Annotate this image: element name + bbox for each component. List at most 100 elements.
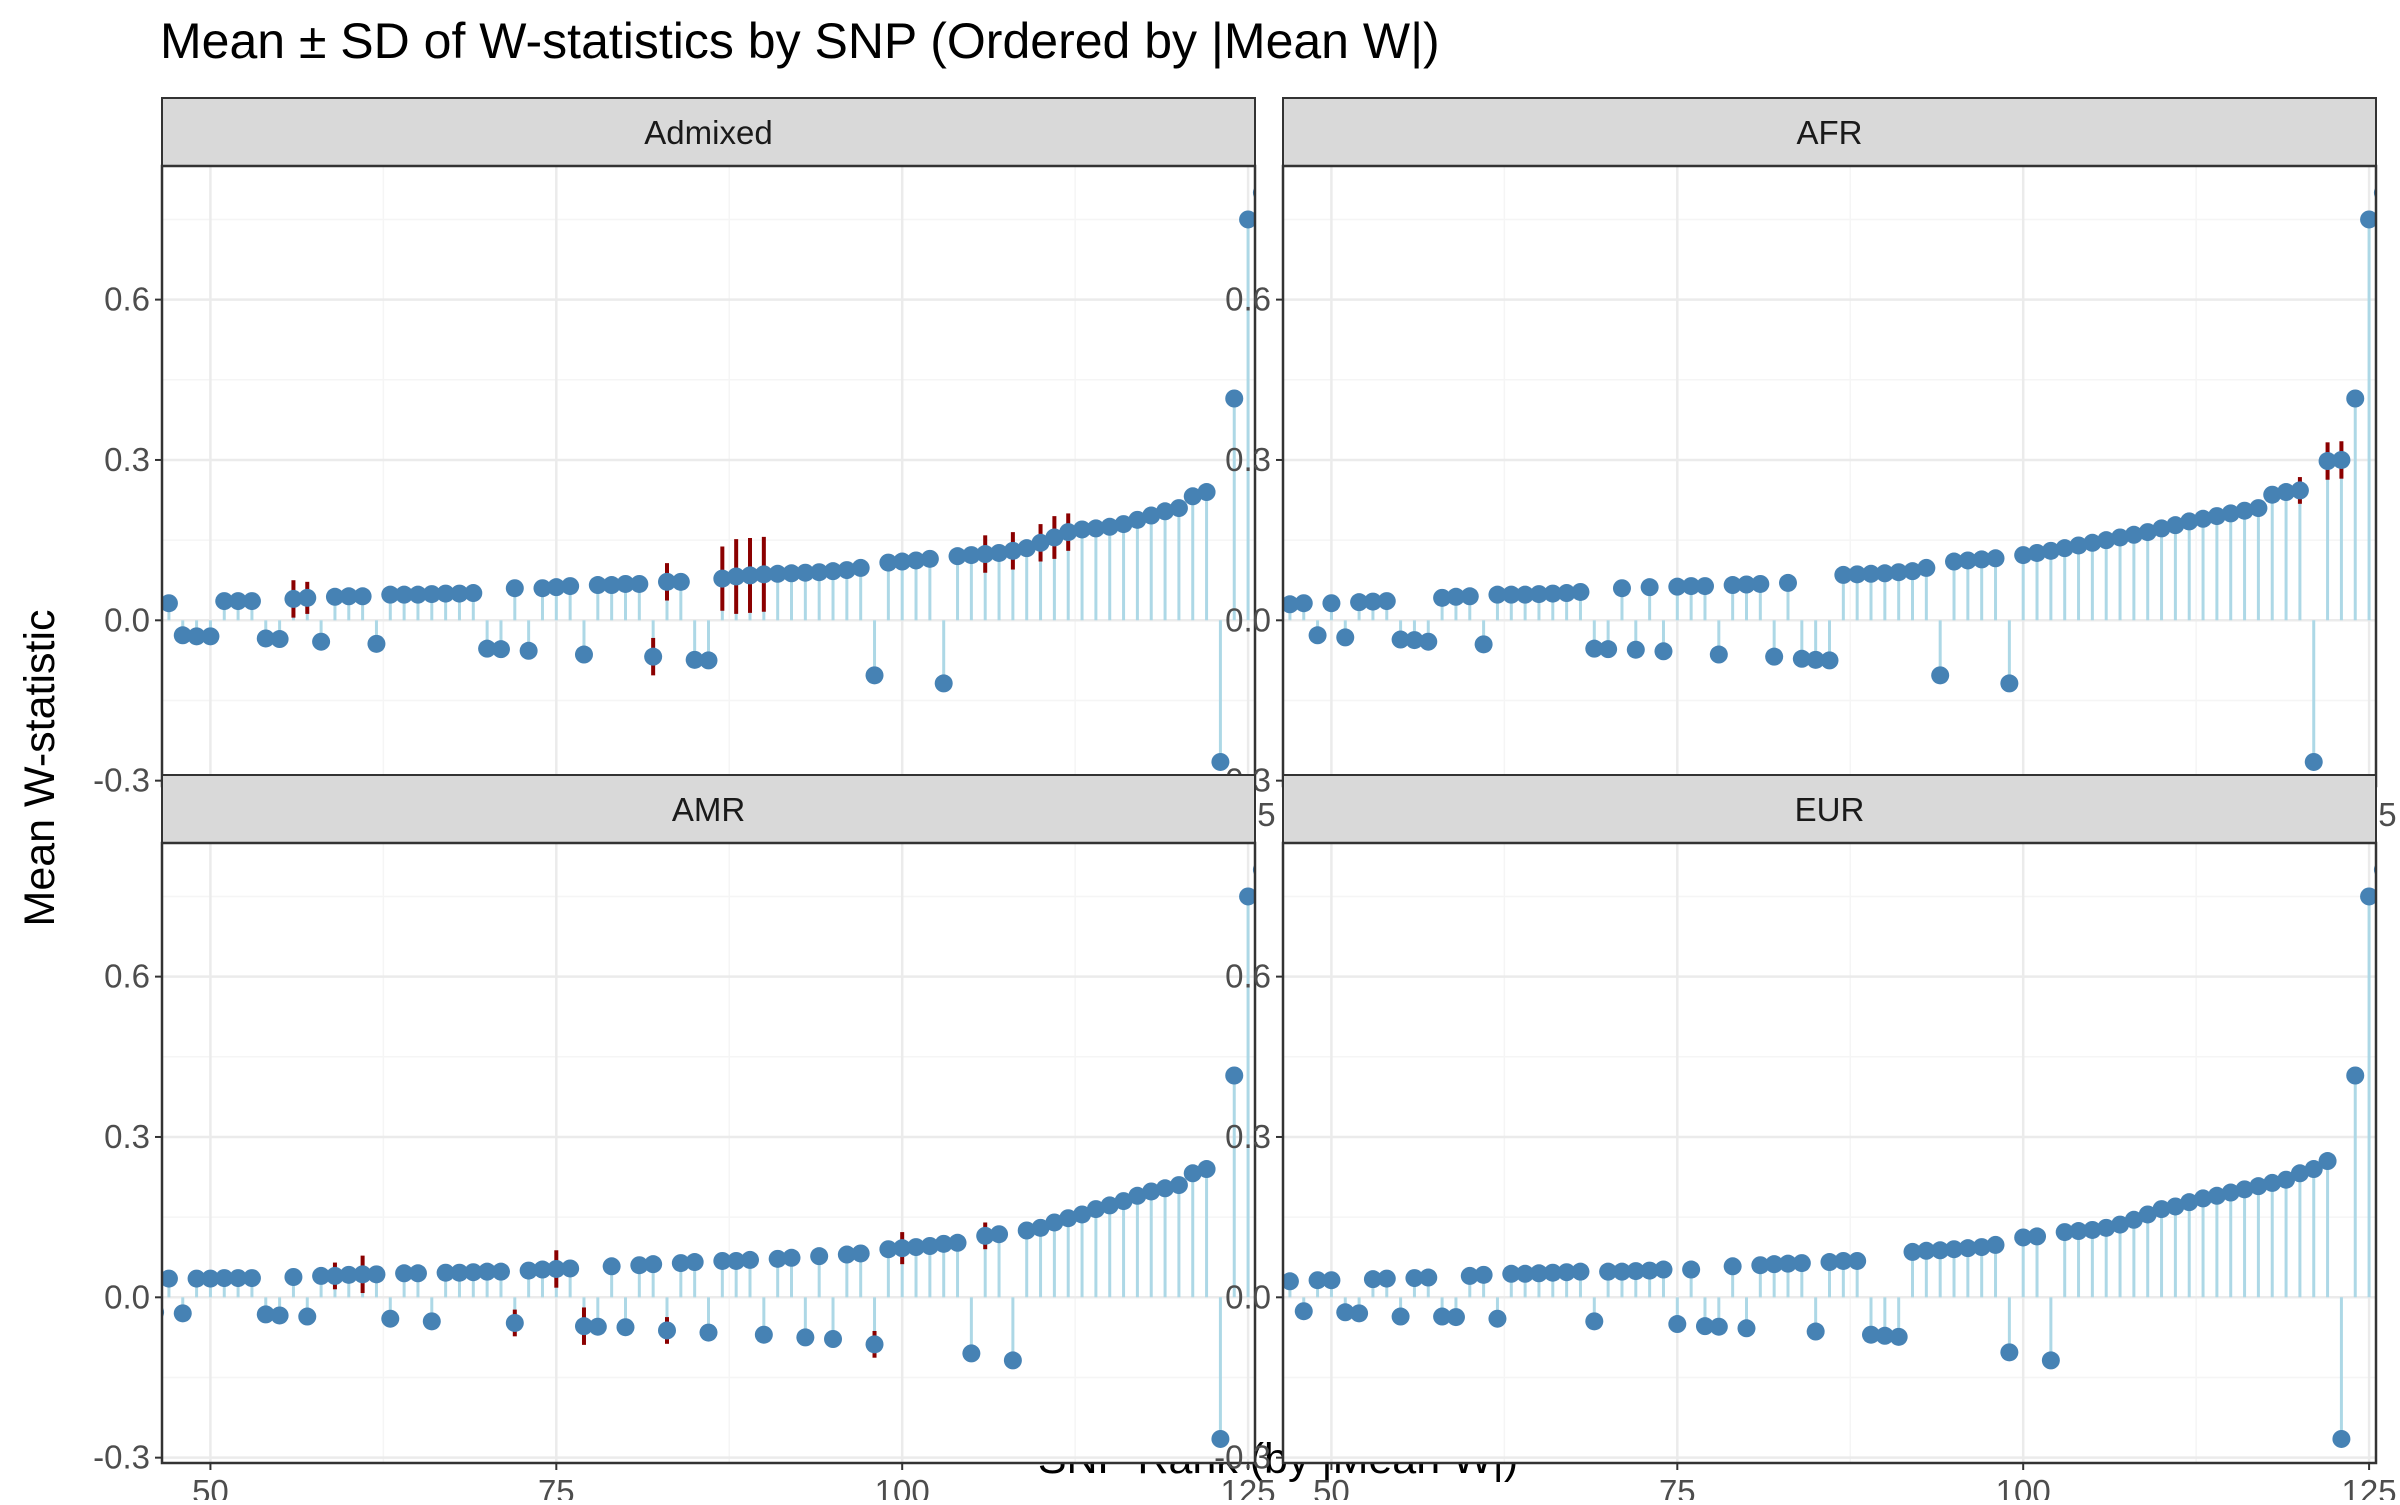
data-point <box>2014 546 2033 565</box>
data-point <box>2097 1218 2116 1237</box>
y-tick-label: 0.3 <box>1225 1118 1271 1155</box>
data-point <box>1820 651 1839 670</box>
data-point <box>2277 1170 2296 1189</box>
data-point <box>1945 552 1964 571</box>
data-point <box>920 1237 939 1255</box>
y-tick-label: 0.6 <box>104 281 150 318</box>
facet-strip <box>1282 97 2377 167</box>
data-point <box>1433 588 1452 607</box>
data-point <box>270 1306 289 1325</box>
data-point <box>1792 649 1811 668</box>
data-point <box>934 674 953 693</box>
data-point <box>2360 210 2376 229</box>
data-point <box>1169 499 1188 518</box>
data-point <box>768 1249 787 1268</box>
data-point <box>395 585 414 604</box>
data-point <box>519 641 538 660</box>
data-point <box>934 1234 953 1253</box>
data-point <box>2028 1227 2047 1246</box>
data-point <box>1502 1264 1521 1283</box>
data-point <box>491 1262 510 1281</box>
data-point <box>1377 592 1396 611</box>
data-point <box>1128 510 1147 529</box>
data-point <box>1751 1256 1770 1275</box>
data-point <box>367 1265 386 1284</box>
data-point <box>1972 1238 1991 1257</box>
data-point <box>1322 1271 1341 1290</box>
data-point <box>1350 593 1369 612</box>
y-tick-label: 0.0 <box>104 1278 150 1315</box>
data-point <box>1516 1264 1535 1283</box>
data-point <box>395 1264 414 1283</box>
data-point <box>1142 506 1161 525</box>
data-point <box>367 634 386 653</box>
data-point <box>1283 595 1299 614</box>
data-point <box>2249 499 2268 518</box>
data-point <box>1640 1261 1659 1280</box>
data-point <box>1695 577 1714 596</box>
data-point <box>1474 635 1493 654</box>
data-point <box>1834 1251 1853 1270</box>
data-point <box>450 1263 469 1282</box>
data-point <box>2041 1351 2060 1370</box>
data-point <box>2221 504 2240 523</box>
y-tick-label: 0.0 <box>1225 1278 1271 1315</box>
data-point <box>1017 1221 1036 1240</box>
data-point <box>353 1265 372 1284</box>
data-point <box>602 1257 621 1276</box>
data-point <box>1986 549 2005 568</box>
data-point <box>741 566 760 585</box>
facet-strip <box>161 774 1256 844</box>
data-point <box>1073 520 1092 539</box>
data-point <box>796 563 815 582</box>
data-point <box>381 1309 400 1328</box>
data-point <box>491 640 510 659</box>
data-point <box>754 1325 773 1344</box>
data-point <box>588 1317 607 1336</box>
data-point <box>2041 541 2060 560</box>
facet-strip <box>161 97 1256 167</box>
data-point <box>2083 533 2102 552</box>
data-point <box>699 1323 718 1342</box>
data-point <box>1626 1262 1645 1281</box>
data-point <box>2138 523 2157 542</box>
data-point <box>2277 483 2296 502</box>
y-tick-label: 0.0 <box>1225 601 1271 638</box>
data-point <box>201 1269 220 1288</box>
data-point <box>2180 512 2199 531</box>
data-point <box>782 564 801 583</box>
data-point <box>187 627 206 646</box>
data-point <box>381 585 400 604</box>
data-point <box>2318 452 2337 471</box>
data-point <box>1045 1213 1064 1232</box>
data-point <box>1294 1302 1313 1321</box>
data-point <box>478 639 497 658</box>
x-tick-label: 125 <box>1221 1473 1276 1500</box>
plot-background <box>1283 843 2376 1463</box>
data-point <box>1848 1251 1867 1270</box>
data-point <box>990 543 1009 562</box>
data-point <box>270 630 289 649</box>
data-point <box>685 650 704 669</box>
data-point <box>574 1317 593 1336</box>
data-point <box>162 594 178 613</box>
data-point <box>1543 584 1562 603</box>
data-point <box>1100 1196 1119 1215</box>
data-point <box>727 1251 746 1270</box>
data-point <box>1723 576 1742 595</box>
data-point <box>2083 1220 2102 1239</box>
data-point <box>436 584 455 603</box>
data-point <box>2346 389 2365 408</box>
data-point <box>519 1261 538 1280</box>
data-point <box>1142 1182 1161 1201</box>
data-point <box>1585 639 1604 658</box>
data-point <box>2166 1197 2185 1216</box>
data-point <box>602 576 621 595</box>
data-point <box>1612 1262 1631 1281</box>
data-point <box>976 1226 995 1245</box>
data-point <box>2152 1200 2171 1219</box>
panel-border <box>160 841 1257 1465</box>
data-point <box>1488 585 1507 604</box>
